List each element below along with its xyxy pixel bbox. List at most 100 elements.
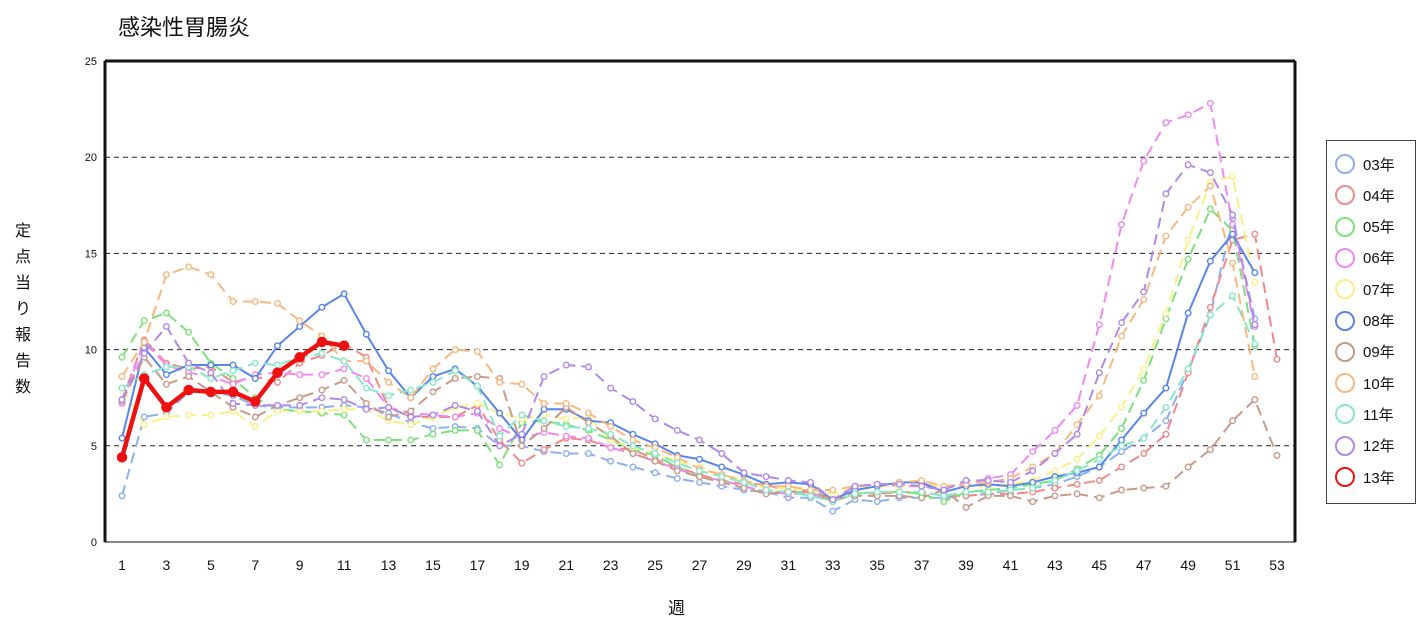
legend-label: 09年 (1363, 344, 1395, 362)
data-point (362, 374, 370, 382)
legend-marker-icon (1335, 279, 1355, 300)
data-point (807, 478, 815, 486)
data-point (1140, 157, 1148, 165)
data-point (807, 486, 815, 494)
data-point (1095, 494, 1103, 502)
data-point (407, 386, 415, 394)
data-point (607, 457, 615, 465)
legend-label: 04年 (1363, 187, 1395, 205)
data-point (829, 486, 837, 494)
data-point (784, 488, 792, 496)
data-point (584, 424, 592, 432)
data-point (250, 396, 261, 407)
data-point (1229, 417, 1237, 425)
series-line (121, 356, 1278, 509)
data-point (540, 446, 548, 454)
data-point (518, 459, 526, 467)
data-point (629, 436, 637, 444)
data-point (1206, 169, 1214, 177)
data-point (540, 399, 548, 407)
data-point (762, 473, 770, 481)
legend-marker-icon (1335, 216, 1355, 237)
data-point (451, 426, 459, 434)
data-point (451, 346, 459, 354)
x-tick-label: 15 (425, 557, 441, 573)
data-point (829, 507, 837, 515)
data-point (718, 449, 726, 457)
data-point (273, 361, 281, 369)
data-point (1184, 161, 1192, 169)
data-point (429, 378, 437, 386)
x-tick-label: 29 (736, 557, 752, 573)
data-point (962, 488, 970, 496)
data-point (584, 434, 592, 442)
data-point (316, 336, 328, 348)
x-tick-label: 5 (207, 557, 215, 573)
legend: 03年 04年 05年 06年 07年 08年 09年 10年 11年 12年 13年 (1326, 140, 1416, 504)
data-point (162, 371, 170, 379)
data-point (1184, 236, 1192, 244)
data-point (296, 323, 304, 331)
data-point (895, 488, 903, 496)
data-point (429, 388, 437, 396)
legend-label: 11年 (1363, 406, 1394, 424)
data-point (407, 407, 415, 415)
data-point (1229, 172, 1237, 180)
data-point (1251, 340, 1259, 348)
data-point (562, 432, 570, 440)
data-point (407, 394, 415, 402)
data-point (251, 374, 259, 382)
data-point (272, 367, 283, 378)
data-point (162, 309, 170, 317)
legend-item: 08年 (1335, 307, 1395, 335)
data-point (673, 475, 681, 483)
data-point (1184, 365, 1192, 373)
legend-item: 10年 (1335, 369, 1395, 397)
data-point (407, 436, 415, 444)
data-point (1162, 190, 1170, 198)
data-point (1206, 303, 1214, 311)
x-tick-label: 21 (558, 557, 574, 573)
data-point (385, 378, 393, 386)
data-point (362, 384, 370, 392)
y-tick-label: 5 (91, 441, 97, 453)
data-point (118, 434, 126, 442)
data-point (1140, 365, 1148, 373)
data-point (340, 396, 348, 404)
data-point (762, 486, 770, 494)
data-point (496, 424, 504, 432)
data-point (918, 482, 926, 490)
series-line (121, 217, 1256, 513)
x-tick-label: 13 (381, 557, 397, 573)
data-point (1118, 403, 1126, 411)
y-tick-label: 15 (85, 248, 97, 260)
data-point (496, 409, 504, 417)
data-point (1006, 478, 1014, 486)
legend-label: 07年 (1363, 281, 1395, 299)
data-point (629, 442, 637, 450)
data-point (696, 436, 704, 444)
data-point (673, 453, 681, 461)
data-point (873, 488, 881, 496)
y-tick-label: 25 (85, 56, 97, 68)
data-point (1184, 309, 1192, 317)
data-point (207, 369, 215, 377)
data-point (540, 373, 548, 381)
series-line (121, 208, 1256, 503)
legend-item: 11年 (1335, 400, 1394, 428)
data-point (540, 424, 548, 432)
data-point (1162, 232, 1170, 240)
data-point (385, 436, 393, 444)
data-point (227, 386, 239, 398)
data-point (140, 349, 148, 357)
data-point (607, 423, 615, 431)
data-point (318, 394, 326, 402)
data-point (229, 298, 237, 306)
data-point (451, 374, 459, 382)
data-point (1162, 315, 1170, 323)
x-tick-label: 3 (163, 557, 171, 573)
x-tick-label: 17 (470, 557, 486, 573)
data-point (562, 399, 570, 407)
data-point (1051, 484, 1059, 492)
data-point (429, 424, 437, 432)
